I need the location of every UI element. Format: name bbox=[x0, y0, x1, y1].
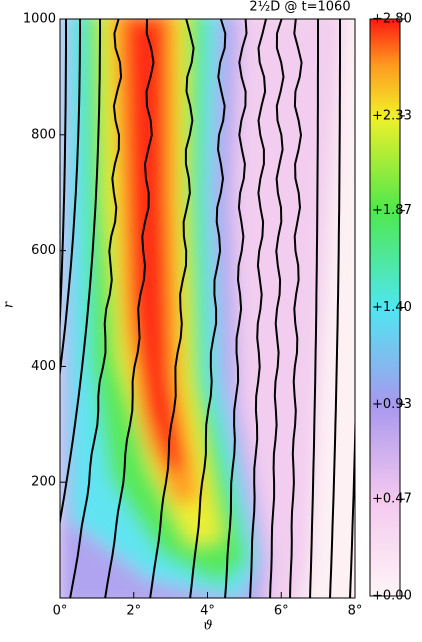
contour-line bbox=[189, 19, 227, 598]
y-tick-label: 600 bbox=[31, 243, 56, 258]
colorbar-tick-label: +0.47 bbox=[372, 492, 412, 507]
colorbar-tick-label: +2.80 bbox=[372, 12, 412, 27]
colorbar bbox=[369, 18, 401, 597]
x-tick-label: 2° bbox=[126, 604, 141, 619]
y-axis-label: r bbox=[2, 301, 17, 308]
field bbox=[60, 19, 355, 598]
contour-line bbox=[149, 19, 195, 598]
colorbar-tick-label: +0.93 bbox=[372, 397, 412, 412]
contour-line bbox=[60, 19, 81, 380]
contour-line bbox=[104, 19, 155, 598]
contour-line bbox=[309, 19, 319, 598]
contour-line bbox=[329, 19, 341, 598]
contour-line bbox=[60, 19, 101, 527]
colorbar-tick-label: +0.00 bbox=[372, 589, 412, 604]
x-tick-label: 8° bbox=[348, 604, 363, 619]
contour-line bbox=[249, 19, 267, 598]
x-axis-label: ϑ bbox=[203, 619, 212, 634]
contour-line bbox=[349, 400, 355, 598]
y-tick-label: 200 bbox=[31, 475, 56, 490]
contour-line bbox=[69, 19, 123, 598]
x-tick-label: 0° bbox=[53, 604, 68, 619]
contour-line bbox=[224, 19, 248, 598]
y-tick-label: 1000 bbox=[23, 12, 56, 27]
x-tick-label: 6° bbox=[274, 604, 289, 619]
y-tick-label: 400 bbox=[31, 359, 56, 374]
contour-line bbox=[269, 19, 285, 598]
chart-title: 2½D @ t=1060 bbox=[249, 0, 350, 15]
contour-line bbox=[289, 19, 303, 598]
y-tick-label: 800 bbox=[31, 127, 56, 142]
colorbar-tick-label: +1.87 bbox=[372, 203, 412, 218]
colorbar-tick-label: +1.40 bbox=[372, 300, 412, 315]
x-tick-label: 4° bbox=[200, 604, 215, 619]
colorbar-tick-label: +2.33 bbox=[372, 108, 412, 123]
